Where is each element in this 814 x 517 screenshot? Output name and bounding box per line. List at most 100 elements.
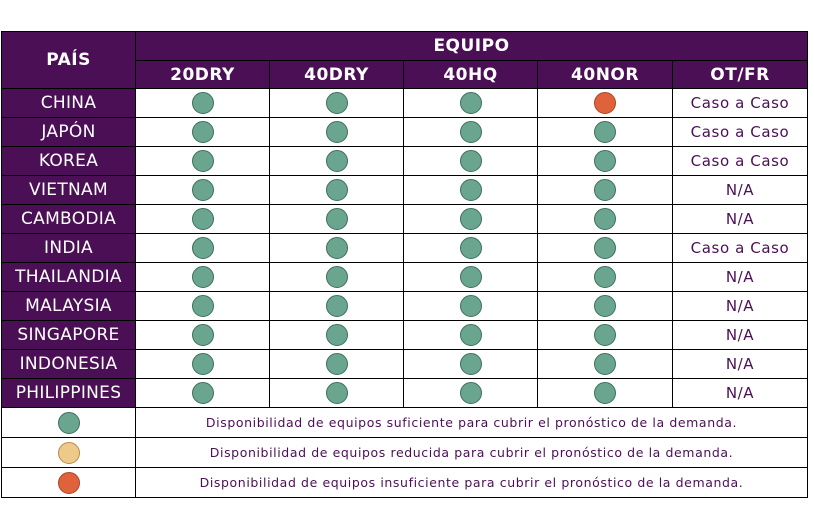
status-dot-green — [325, 324, 348, 346]
status-cell — [269, 320, 404, 350]
legend-swatch-cell — [1, 467, 136, 498]
status-cell — [537, 262, 673, 292]
status-dot-green — [325, 353, 348, 375]
status-cell — [135, 320, 270, 350]
legend-text: Disponibilidad de equipos suficiente par… — [135, 407, 808, 438]
status-cell — [135, 233, 270, 263]
otfr-value: N/A — [672, 175, 808, 205]
status-dot-green — [191, 266, 214, 288]
status-cell — [135, 204, 270, 234]
table-row: SINGAPORE N/A — [1, 320, 808, 350]
status-cell — [403, 117, 538, 147]
table-row: VIETNAM N/A — [1, 175, 808, 205]
status-cell — [269, 88, 404, 118]
table-row: CAMBODIA N/A — [1, 204, 808, 234]
otfr-value: N/A — [672, 349, 808, 379]
status-dot-green — [191, 295, 214, 317]
country-name: JAPÓN — [1, 117, 136, 147]
status-dot-green — [325, 266, 348, 288]
status-dot-green — [191, 353, 214, 375]
otfr-value: N/A — [672, 291, 808, 321]
status-dot-green — [459, 382, 482, 404]
column-header-40nor: 40NOR — [537, 60, 673, 89]
status-cell — [135, 349, 270, 379]
table-row: JAPÓN Caso a Caso — [1, 117, 808, 147]
status-dot-green — [459, 179, 482, 201]
column-header-otfr: OT/FR — [672, 60, 808, 89]
country-name: VIETNAM — [1, 175, 136, 205]
country-name: CAMBODIA — [1, 204, 136, 234]
status-cell — [403, 88, 538, 118]
country-name: INDONESIA — [1, 349, 136, 379]
status-cell — [135, 117, 270, 147]
status-cell — [537, 233, 673, 263]
status-cell — [403, 204, 538, 234]
country-rows: CHINA Caso a Caso JAPÓN Caso a Caso KOREA Cas… — [1, 88, 808, 408]
legend-swatch-cell — [1, 407, 136, 438]
status-cell — [537, 378, 673, 408]
status-dot-green — [459, 237, 482, 259]
status-dot-green — [325, 382, 348, 404]
otfr-value: N/A — [672, 204, 808, 234]
status-dot-green — [191, 150, 214, 172]
status-cell — [537, 204, 673, 234]
status-dot-green — [191, 92, 214, 114]
country-name: INDIA — [1, 233, 136, 263]
equipment-group-header: EQUIPO — [135, 31, 808, 61]
status-cell — [537, 349, 673, 379]
status-cell — [269, 146, 404, 176]
equipment-availability-table: PAÍS EQUIPO 20DRY 40DRY 40HQ 40NOR OT/FR… — [1, 31, 808, 498]
otfr-value: N/A — [672, 320, 808, 350]
status-cell — [269, 233, 404, 263]
status-dot-green — [594, 179, 616, 201]
legend-row: Disponibilidad de equipos suficiente par… — [1, 407, 808, 438]
status-dot-green — [594, 295, 616, 317]
status-dot-green — [191, 237, 214, 259]
country-name: CHINA — [1, 88, 136, 118]
status-cell — [135, 175, 270, 205]
status-cell — [403, 146, 538, 176]
status-cell — [403, 233, 538, 263]
otfr-value: N/A — [672, 378, 808, 408]
otfr-value: N/A — [672, 262, 808, 292]
table-row: KOREA Caso a Caso — [1, 146, 808, 176]
status-dot-green — [594, 324, 616, 346]
status-dot-green — [191, 179, 214, 201]
status-dot-green — [459, 121, 482, 143]
legend: Disponibilidad de equipos suficiente par… — [1, 407, 808, 498]
status-cell — [537, 88, 673, 118]
country-name: THAILANDIA — [1, 262, 136, 292]
status-cell — [269, 117, 404, 147]
status-dot-green — [594, 353, 616, 375]
status-cell — [537, 291, 673, 321]
country-name: SINGAPORE — [1, 320, 136, 350]
status-dot-green — [325, 150, 348, 172]
legend-dot-green — [57, 411, 80, 434]
status-dot-green — [594, 150, 616, 172]
status-cell — [537, 175, 673, 205]
status-cell — [537, 146, 673, 176]
status-cell — [403, 349, 538, 379]
status-cell — [269, 262, 404, 292]
legend-text: Disponibilidad de equipos reducida para … — [135, 437, 808, 468]
table-row: THAILANDIA N/A — [1, 262, 808, 292]
status-dot-green — [325, 208, 348, 230]
status-dot-green — [191, 324, 214, 346]
status-cell — [135, 88, 270, 118]
status-cell — [269, 204, 404, 234]
status-dot-green — [325, 295, 348, 317]
otfr-value: Caso a Caso — [672, 146, 808, 176]
status-cell — [403, 320, 538, 350]
column-header-20dry: 20DRY — [135, 60, 270, 89]
status-dot-green — [191, 208, 214, 230]
status-dot-red — [594, 92, 616, 114]
status-dot-green — [325, 121, 348, 143]
status-cell — [135, 146, 270, 176]
status-dot-green — [594, 266, 616, 288]
otfr-value: Caso a Caso — [672, 233, 808, 263]
status-dot-green — [459, 266, 482, 288]
table-row: PHILIPPINES N/A — [1, 378, 808, 408]
country-column-header: PAÍS — [1, 31, 136, 89]
status-cell — [135, 262, 270, 292]
status-dot-green — [594, 121, 616, 143]
